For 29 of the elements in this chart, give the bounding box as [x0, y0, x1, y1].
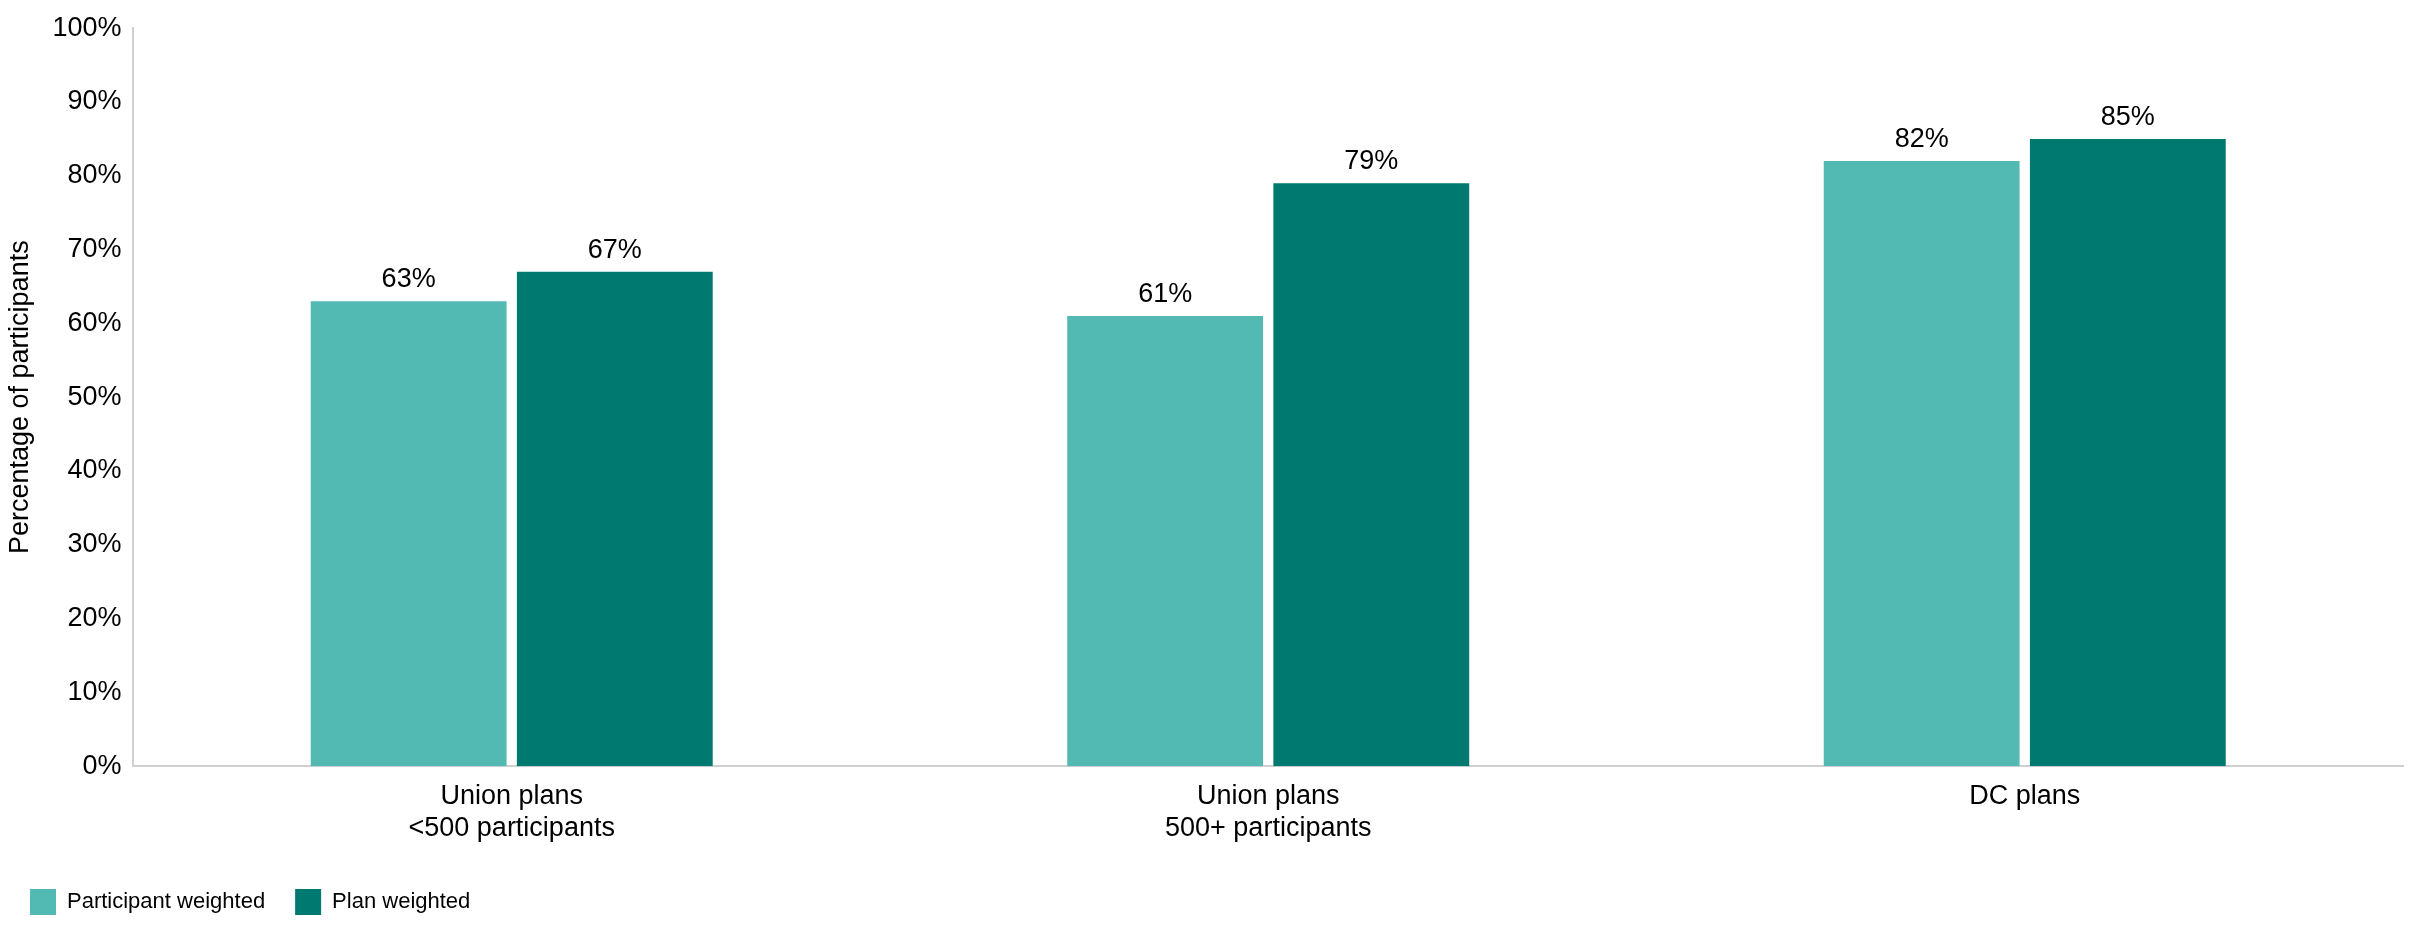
x-tick-label: Union plans <500 participants: [408, 779, 615, 843]
legend-label: Plan weighted: [332, 888, 471, 914]
text: 63%: [381, 263, 436, 294]
y-tick-label: 100%: [52, 11, 122, 42]
y-tick-label: 30%: [67, 528, 122, 559]
bar: [1823, 161, 2020, 767]
y-tick-label: 10%: [67, 675, 122, 706]
text: 85%: [2100, 100, 2155, 131]
y-tick-label: 70%: [67, 233, 122, 264]
text: 82%: [1894, 122, 1949, 153]
bar: [1273, 183, 1470, 767]
text: 61%: [1138, 277, 1193, 308]
y-tick-label: 20%: [67, 602, 122, 633]
y-tick-label: 50%: [67, 380, 122, 411]
bar: [2029, 138, 2226, 767]
y-tick-label: 90%: [67, 85, 122, 116]
bar: [516, 271, 713, 767]
y-tick-label: 80%: [67, 159, 122, 190]
y-axis-title: Percentage of participants: [3, 240, 34, 555]
y-tick-label: 40%: [67, 454, 122, 485]
text: 79%: [1344, 145, 1399, 176]
bar: [1067, 316, 1264, 767]
legend-label: Participant weighted: [67, 888, 266, 914]
x-tick-label: DC plans: [1969, 779, 2081, 810]
y-tick-label: 0%: [82, 749, 122, 780]
bar: [310, 301, 507, 767]
x-tick-label: Union plans 500+ participants: [1165, 779, 1372, 843]
text: 67%: [587, 233, 642, 264]
y-tick-label: 60%: [67, 306, 122, 337]
